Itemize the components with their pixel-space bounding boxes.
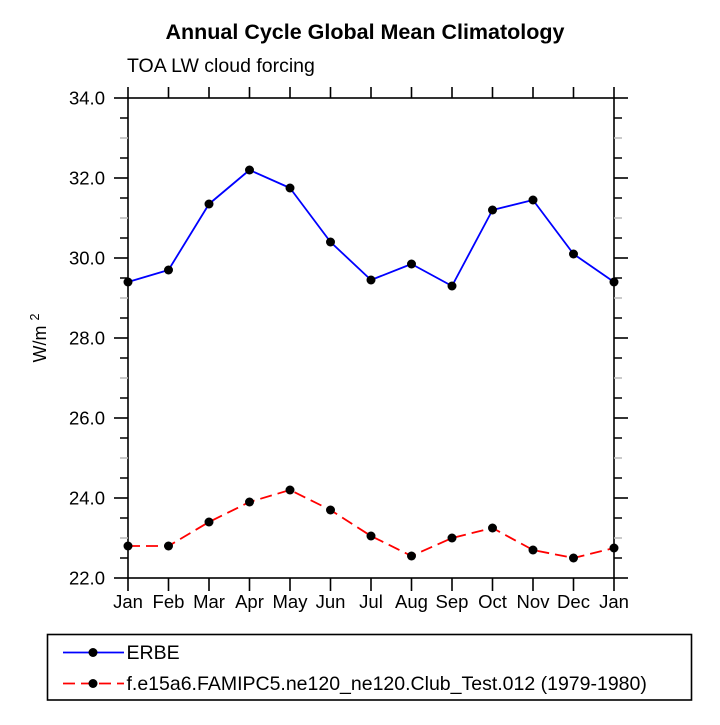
- series-0-marker: [285, 183, 295, 193]
- series-1-marker: [326, 505, 335, 515]
- y-tick-label: 34.0: [69, 88, 105, 109]
- x-tick-label: Oct: [478, 591, 507, 612]
- x-tick-label: May: [273, 591, 309, 612]
- y-tick-label: 28.0: [69, 328, 105, 349]
- series-0-marker: [609, 277, 619, 287]
- series-0-marker: [447, 281, 457, 291]
- series-0-marker: [164, 265, 173, 275]
- series-1-marker: [488, 523, 497, 533]
- chart-subtitle: TOA LW cloud forcing: [127, 55, 315, 77]
- y-tick-label: 22.0: [69, 568, 105, 589]
- series-1-marker: [447, 533, 457, 543]
- series-0-marker: [326, 237, 335, 247]
- x-tick-label: Aug: [395, 591, 428, 612]
- x-axis-tick-labels: Jan Feb Mar Apr May Jun Jul Aug Sep Oct Nov Dec Jan: [113, 591, 629, 612]
- legend-label-model: f.e15a6.FAMIPC5.ne120_ne120.Club_Test.01…: [127, 673, 647, 695]
- y-axis-label-exponent: 2: [28, 313, 42, 320]
- y-tick-label: 26.0: [69, 408, 105, 429]
- series-1-marker: [609, 543, 619, 553]
- x-tick-label: Apr: [235, 591, 264, 612]
- series-0-marker: [569, 249, 578, 259]
- series-1-marker: [528, 545, 538, 555]
- series-1-marker: [164, 541, 173, 551]
- legend: ERBE f.e15a6.FAMIPC5.ne120_ne120.Club_Te…: [46, 633, 693, 701]
- series-1-marker: [204, 517, 214, 527]
- y-axis-ticks: [114, 97, 628, 579]
- series-1-marker: [569, 553, 578, 563]
- data-series: [123, 165, 619, 563]
- x-axis-ticks: [127, 87, 615, 591]
- series-0-marker: [245, 165, 254, 175]
- y-axis-tick-labels: 22.0 24.0 26.0 28.0 30.0 32.0 34.0: [69, 88, 105, 589]
- series-1-marker: [366, 531, 376, 541]
- y-tick-label: 30.0: [69, 248, 105, 269]
- chart-title: Annual Cycle Global Mean Climatology: [165, 20, 564, 44]
- series-1-marker: [407, 551, 416, 561]
- x-tick-label: Jan: [599, 591, 629, 612]
- series-1-marker: [285, 485, 295, 495]
- legend-label-erbe: ERBE: [127, 642, 180, 664]
- x-tick-label: Dec: [557, 591, 590, 612]
- y-tick-label: 32.0: [69, 168, 105, 189]
- legend-marker-erbe: [88, 648, 98, 657]
- y-tick-label: 24.0: [69, 488, 105, 509]
- legend-box: [46, 633, 693, 701]
- series-1-marker: [123, 541, 133, 551]
- x-tick-label: Mar: [193, 591, 225, 612]
- series-0-marker: [366, 275, 376, 285]
- x-tick-label: Nov: [517, 591, 551, 612]
- plot-border: [127, 97, 615, 579]
- x-tick-label: Jan: [113, 591, 143, 612]
- x-tick-label: Jul: [359, 591, 383, 612]
- x-tick-label: Jun: [316, 591, 346, 612]
- series-line-0: [127, 169, 615, 287]
- series-line-1: [128, 489, 615, 559]
- legend-marker-model: [88, 679, 98, 688]
- series-0-marker: [204, 199, 214, 209]
- series-1-marker: [245, 497, 254, 507]
- series-0-marker: [407, 259, 416, 269]
- series-0-marker: [488, 205, 497, 215]
- x-tick-label: Feb: [153, 591, 185, 612]
- y-axis-label: W/m 2: [28, 313, 50, 362]
- y-axis-label-base: W/m: [30, 325, 50, 362]
- series-0-marker: [123, 277, 133, 287]
- x-tick-label: Sep: [436, 591, 469, 612]
- series-0-marker: [528, 195, 538, 205]
